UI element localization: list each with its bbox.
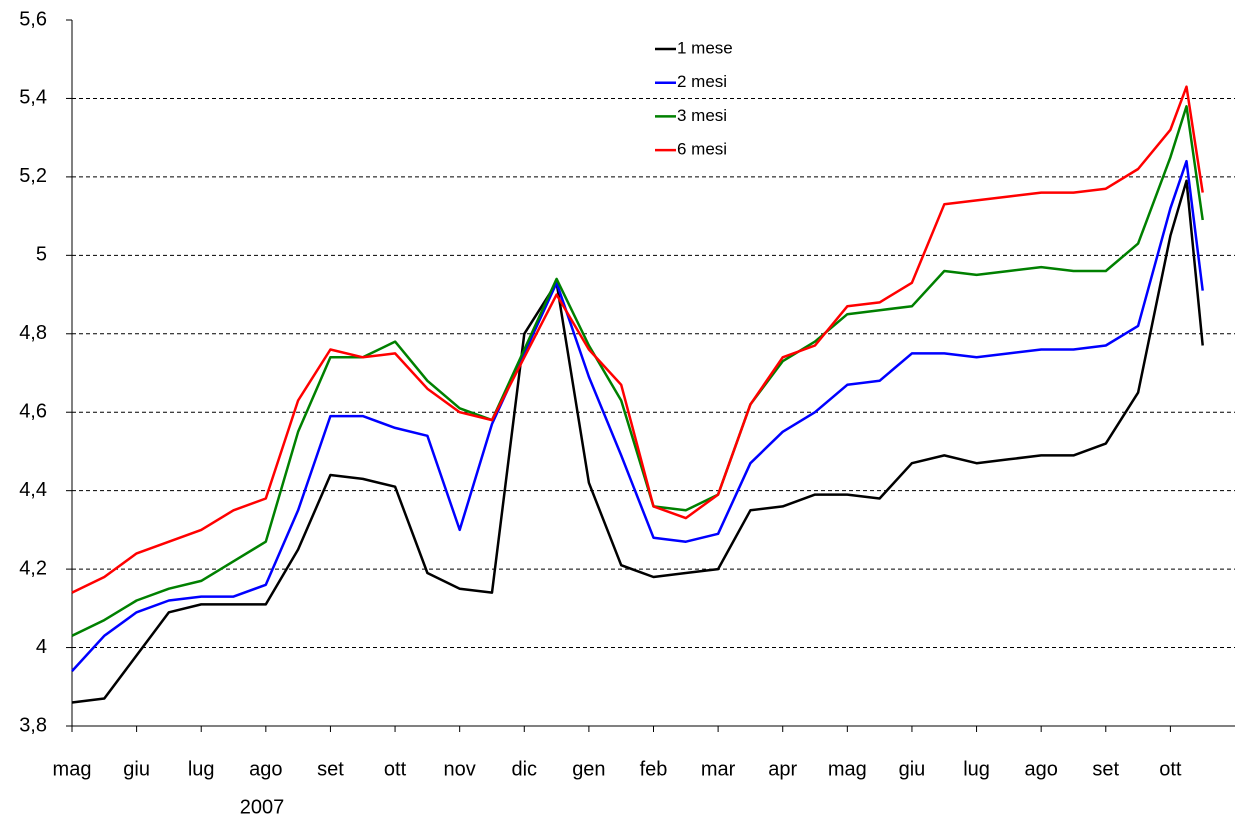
x-tick-label: ott (384, 758, 407, 780)
x-tick-label: nov (444, 758, 476, 780)
series-line (71, 179, 1204, 704)
legend-label: 3 mesi (677, 106, 727, 125)
year-label: 2007 (240, 796, 285, 818)
x-tick-label: ago (1024, 758, 1057, 780)
y-tick-label: 4 (36, 636, 47, 658)
x-tick-label: giu (123, 758, 150, 780)
x-tick-label: feb (640, 758, 668, 780)
legend-label: 1 mese (677, 38, 733, 57)
y-tick-label: 5,6 (19, 8, 47, 30)
series-line (71, 105, 1204, 637)
y-tick-label: 4,8 (19, 322, 47, 344)
y-tick-label: 5 (36, 244, 47, 266)
series-line (71, 85, 1204, 594)
legend-label: 2 mesi (677, 72, 727, 91)
y-tick-label: 5,4 (19, 87, 47, 109)
y-tick-label: 4,2 (19, 557, 47, 579)
y-tick-label: 4,6 (19, 401, 47, 423)
y-tick-label: 5,2 (19, 165, 47, 187)
x-tick-label: ott (1159, 758, 1182, 780)
x-tick-label: set (1092, 758, 1119, 780)
x-tick-label: lug (963, 758, 990, 780)
x-tick-label: apr (768, 758, 797, 780)
x-tick-label: ago (249, 758, 282, 780)
x-tick-label: mag (828, 758, 867, 780)
x-tick-label: mar (701, 758, 736, 780)
x-tick-label: mag (53, 758, 92, 780)
y-tick-label: 3,8 (19, 714, 47, 736)
x-tick-label: lug (188, 758, 215, 780)
x-tick-label: gen (572, 758, 605, 780)
series-line (71, 159, 1204, 672)
x-tick-label: set (317, 758, 344, 780)
legend-label: 6 mesi (677, 140, 727, 159)
x-tick-label: giu (899, 758, 926, 780)
y-tick-label: 4,4 (19, 479, 47, 501)
x-tick-label: dic (511, 758, 537, 780)
